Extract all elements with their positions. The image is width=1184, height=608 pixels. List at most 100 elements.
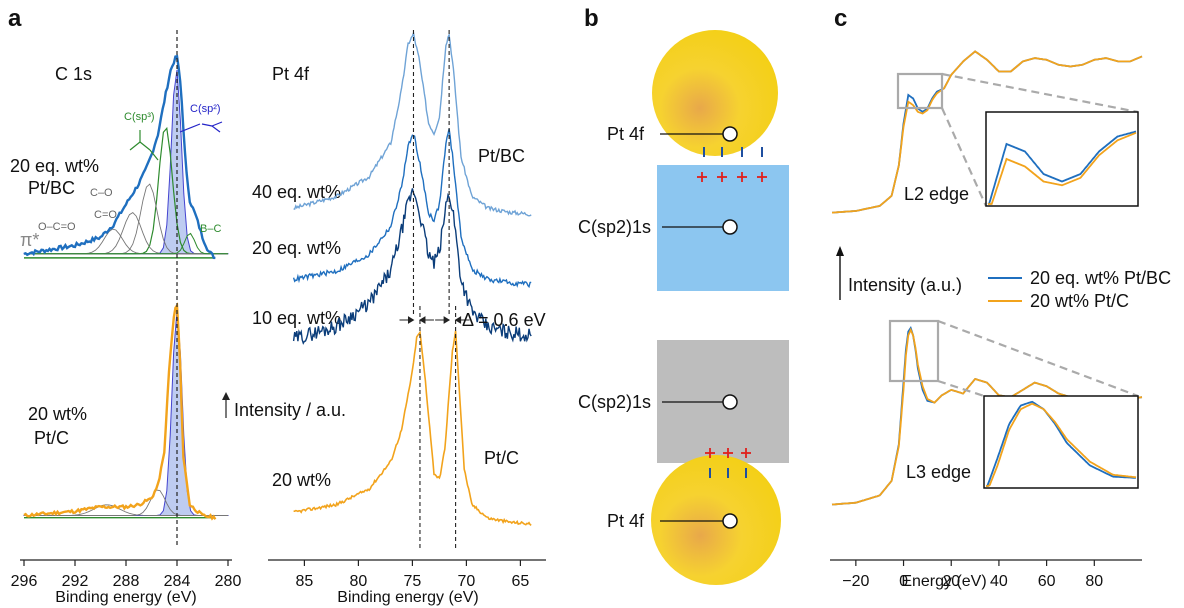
pt-particle-top [652, 30, 778, 156]
x-tick-label: 288 [113, 573, 140, 590]
shift-arrowhead [454, 316, 462, 324]
pt4f-series-40eq [293, 30, 532, 217]
pt4f-plot: Pt 4f Pt/BC Pt/C 40 eq. wt% 20 eq. wt% 1… [222, 30, 546, 606]
legend-label-pt-c: 20 wt% Pt/C [1030, 291, 1129, 311]
pt4f-shift-arrows [399, 316, 470, 324]
panel-c-letter: c [834, 5, 847, 32]
level-marker-pt4f-top [722, 126, 738, 142]
l2-series-pt-c [832, 50, 1143, 214]
annot-b-c: B–C [200, 223, 221, 235]
pt4f-shift-label: Δ = 0.6 eV [462, 310, 546, 330]
annot-co: C–O [90, 187, 113, 199]
x-tick-label: 296 [11, 573, 38, 590]
l2-inset-series-pt-bc [987, 130, 1137, 205]
pt-particle-bottom [651, 455, 781, 585]
l3-zoom-connector-top [937, 319, 1139, 398]
c1s-bc-b-c-component [24, 232, 228, 255]
pt4f-label-ptc: Pt/C [484, 448, 519, 468]
c1s-sample-label-bc-1: 20 eq. wt% [10, 156, 99, 176]
xanes-x-axis-title: Energy (eV) [901, 573, 986, 590]
x-tick-label: 292 [62, 573, 89, 590]
c1s-title: C 1s [55, 64, 92, 84]
l3-edge-label: L3 edge [906, 462, 971, 482]
x-tick-label: −20 [842, 573, 869, 590]
l3-zoom-connector-bottom [937, 379, 985, 398]
schematic-panel: Pt 4f C(sp2)1s C(sp2)1s Pt 4f [578, 30, 789, 585]
x-tick-label: 70 [458, 573, 476, 590]
shift-arrowhead [443, 316, 451, 324]
l3-inset [983, 395, 1139, 489]
l2-inset-series-pt-c [988, 131, 1137, 205]
annot-o-c-o: O–C=O [38, 221, 76, 233]
positive-charges-top [697, 172, 767, 182]
x-tick-label: 85 [296, 573, 314, 590]
panel-b-letter: b [584, 5, 599, 32]
pt4f-series-10eq [292, 188, 532, 345]
x-tick-label: 20 [942, 573, 960, 590]
pt4f-series-label-20eq: 20 eq. wt% [252, 238, 341, 258]
c1s-c-minor-component [24, 504, 228, 516]
csp2-molecule-icon [179, 121, 223, 133]
l3-inset-series-pt-c [986, 402, 1137, 487]
pt4f-dashed-lines [412, 30, 457, 548]
xanes-x-ticks: −20 0 20 40 60 80 [842, 560, 1103, 590]
pt4f-series-label-40: 40 eq. wt% [252, 182, 341, 202]
pt4f-x-axis-title: Binding energy (eV) [337, 589, 478, 606]
l2-zoom-connector-top [941, 72, 1139, 114]
c1s-sample-label-c-2: Pt/C [34, 428, 69, 448]
c1s-sample-label-c-1: 20 wt% [28, 404, 87, 424]
pt4f-label-ptbc: Pt/BC [478, 146, 525, 166]
l2-zoom-connector-bottom [940, 107, 988, 207]
l3-inset-series-pt-bc [986, 400, 1137, 487]
x-tick-label: 40 [990, 573, 1008, 590]
c1s-x-ticks: 296 292 288 284 280 [11, 560, 242, 590]
x-tick-label: 80 [1085, 573, 1103, 590]
pt4f-series-20wt [293, 330, 532, 526]
xanes-intensity-arrowhead [836, 246, 844, 256]
pt4f-y-axis-title: Intensity / a.u. [234, 400, 346, 420]
x-tick-label: 65 [512, 573, 530, 590]
xanes-y-axis-title: Intensity (a.u.) [848, 275, 962, 295]
l2-inset [985, 111, 1139, 207]
c1s-x-axis-title: Binding energy (eV) [55, 589, 196, 606]
label-pt4f-bottom: Pt 4f [607, 511, 645, 531]
panel-a-letter: a [8, 5, 22, 32]
label-csp2-bottom: C(sp2)1s [578, 392, 651, 412]
x-tick-label: 0 [899, 573, 908, 590]
negative-charges-top [703, 147, 763, 157]
negative-charges-bottom [709, 468, 747, 478]
annot-csp2: C(sp²) [190, 103, 221, 115]
label-pt4f-top: Pt 4f [607, 124, 645, 144]
pt4f-title: Pt 4f [272, 64, 310, 84]
pt4f-intensity-arrowhead [222, 392, 230, 400]
x-tick-label: 284 [164, 573, 191, 590]
shift-arrowhead [407, 316, 415, 324]
c1s-plot: C 1s 20 eq. wt% Pt/BC 20 wt% Pt/C C(sp³)… [10, 30, 241, 606]
annot-c-double-o: C=O [94, 209, 117, 221]
annot-csp3: C(sp³) [124, 111, 155, 123]
l2-zoom-box [896, 72, 944, 110]
pt4f-series-label-10: 10 eq. wt% [252, 308, 341, 328]
legend-label-pt-bc: 20 eq. wt% Pt/BC [1030, 268, 1171, 288]
l3-zoom-box [888, 319, 940, 383]
x-tick-label: 280 [215, 573, 242, 590]
pt4f-series-label-20wt: 20 wt% [272, 470, 331, 490]
l2-edge-label: L2 edge [904, 184, 969, 204]
x-tick-label: 80 [350, 573, 368, 590]
level-marker-csp2-top [722, 219, 738, 235]
c1s-sample-label-bc-2: Pt/BC [28, 178, 75, 198]
x-tick-label: 60 [1038, 573, 1056, 590]
level-marker-csp2-bottom [722, 394, 738, 410]
c1s-series-pt-bc [23, 54, 216, 260]
positive-charges-bottom [705, 448, 751, 458]
c1s-series-pt-c [23, 302, 217, 521]
label-csp2-top: C(sp2)1s [578, 217, 651, 237]
x-tick-label: 75 [404, 573, 422, 590]
shift-arrowhead [418, 316, 426, 324]
level-marker-pt4f-bottom [722, 513, 738, 529]
xanes-plot: L2 edge L3 edge 20 eq. wt% Pt/BC 20 wt% … [830, 50, 1171, 590]
pt4f-series-20eq [292, 128, 532, 289]
csp3-molecule-icon [129, 130, 159, 161]
annot-pi-star: π* [20, 230, 39, 250]
